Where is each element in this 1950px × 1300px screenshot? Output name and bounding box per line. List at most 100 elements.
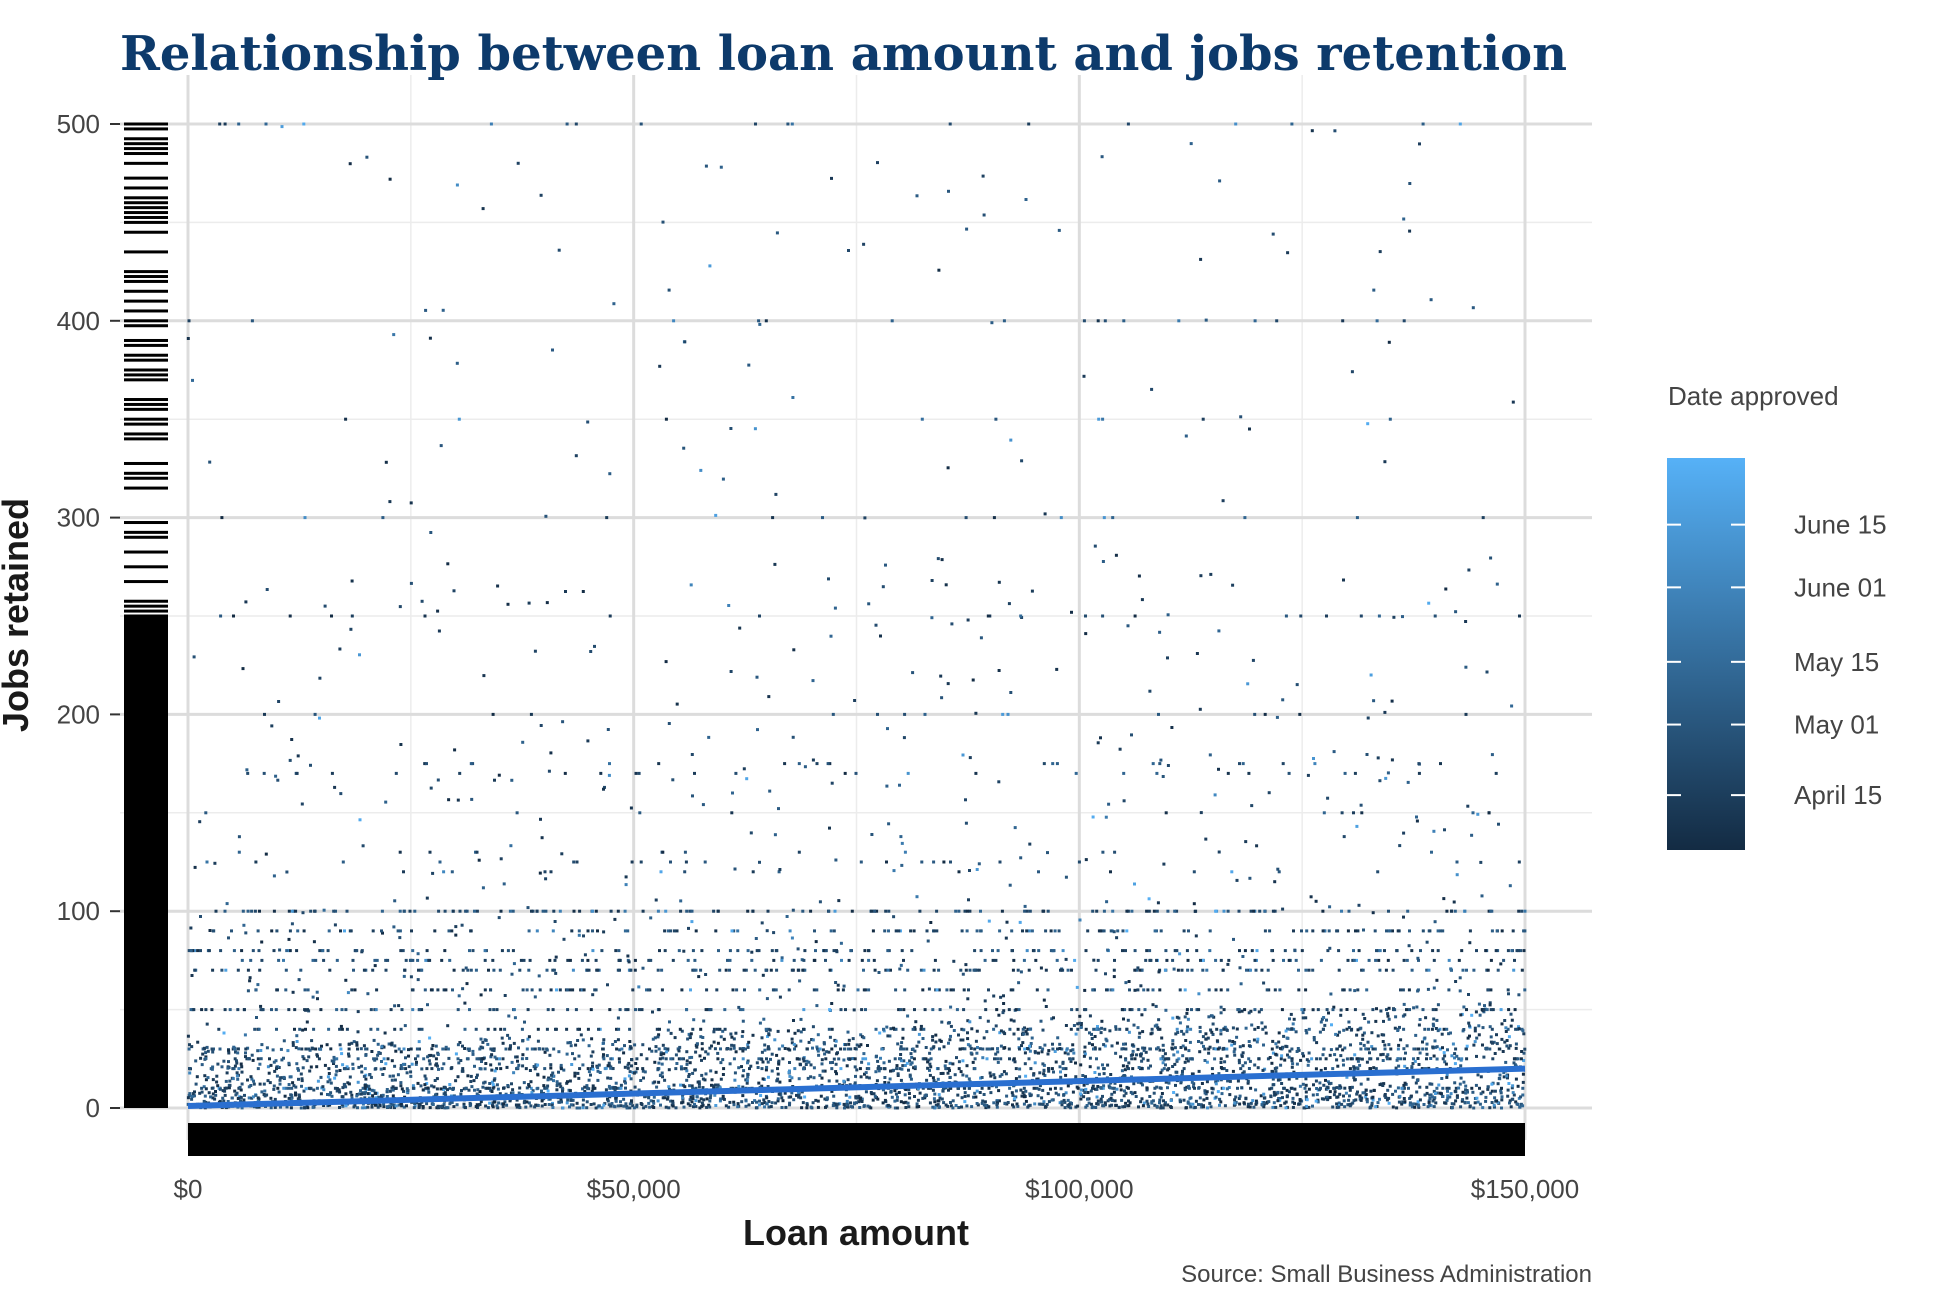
data-point — [762, 1098, 766, 1102]
data-point — [1484, 1099, 1488, 1103]
data-point — [251, 1058, 255, 1062]
data-point — [1352, 1067, 1356, 1071]
data-point — [628, 1106, 632, 1110]
data-point — [1020, 1094, 1024, 1098]
data-point — [659, 1103, 662, 1107]
data-point — [353, 988, 357, 992]
data-point — [525, 1047, 529, 1051]
data-point — [1023, 904, 1027, 908]
data-point — [407, 1054, 410, 1058]
data-point — [666, 929, 670, 933]
data-point — [1112, 968, 1116, 972]
data-point — [846, 1030, 850, 1034]
data-point — [249, 1075, 253, 1079]
data-point — [237, 835, 241, 839]
data-point — [301, 911, 305, 915]
data-point — [882, 1027, 885, 1031]
data-point — [1366, 1040, 1370, 1044]
data-point — [612, 302, 616, 306]
data-point — [424, 1077, 428, 1081]
data-point — [1021, 1027, 1025, 1031]
data-point — [1496, 1101, 1500, 1104]
data-point — [1166, 613, 1170, 617]
data-point — [558, 1082, 562, 1086]
data-point — [1002, 319, 1006, 323]
data-point — [409, 1074, 413, 1078]
data-point — [563, 771, 567, 775]
data-point — [694, 1099, 698, 1103]
data-point — [1470, 1086, 1474, 1090]
data-point — [931, 1008, 935, 1012]
data-point — [1084, 632, 1088, 636]
data-point — [1472, 1043, 1476, 1047]
data-point — [763, 1043, 767, 1047]
data-point — [1433, 1039, 1437, 1043]
data-point — [837, 899, 841, 903]
data-point — [1307, 1087, 1311, 1091]
data-point — [1145, 1088, 1149, 1092]
data-point — [693, 771, 696, 775]
data-point — [348, 162, 352, 166]
data-point — [1046, 909, 1050, 913]
data-point — [1156, 1026, 1160, 1030]
data-point — [1140, 1097, 1144, 1101]
data-point — [664, 909, 668, 913]
data-point — [1204, 1032, 1208, 1036]
data-point — [740, 1034, 744, 1038]
data-point — [1373, 929, 1377, 933]
data-point — [278, 1078, 282, 1082]
data-point — [198, 1091, 202, 1095]
data-point — [1244, 840, 1248, 844]
data-point — [418, 1103, 422, 1107]
data-point — [1500, 1098, 1504, 1102]
data-point — [1290, 1057, 1294, 1061]
data-point — [666, 1047, 670, 1051]
data-point — [316, 1079, 320, 1083]
data-point — [714, 1083, 718, 1087]
data-point — [913, 1067, 917, 1071]
data-point — [339, 929, 342, 933]
data-point — [236, 1077, 240, 1081]
data-point — [685, 1008, 688, 1012]
data-point — [998, 1031, 1002, 1035]
data-point — [606, 1064, 610, 1068]
data-point — [724, 968, 728, 972]
data-point — [797, 1095, 801, 1099]
data-point — [521, 1053, 525, 1057]
data-point — [1370, 1101, 1374, 1105]
data-point — [1353, 1008, 1357, 1012]
data-point — [313, 712, 317, 716]
data-point — [312, 1027, 316, 1031]
data-point — [629, 1046, 633, 1050]
data-point — [571, 1098, 575, 1102]
data-point — [732, 1103, 736, 1107]
data-point — [404, 1067, 408, 1071]
data-point — [1325, 1095, 1329, 1099]
data-point — [1353, 989, 1357, 993]
data-point — [1205, 968, 1209, 972]
data-point — [830, 1027, 834, 1031]
data-point — [490, 1068, 494, 1072]
data-point — [527, 929, 531, 933]
data-point — [1057, 228, 1061, 232]
data-point — [878, 1031, 882, 1035]
data-point — [1257, 1010, 1261, 1014]
data-point — [1283, 949, 1287, 953]
data-point — [863, 949, 867, 953]
data-point — [1326, 796, 1330, 800]
data-point — [1252, 1105, 1256, 1109]
data-point — [732, 1100, 736, 1104]
data-point — [656, 1035, 660, 1039]
data-point — [455, 1103, 459, 1107]
data-point — [1141, 1046, 1145, 1050]
data-point — [578, 1027, 581, 1031]
data-point — [362, 1074, 366, 1078]
data-point — [919, 968, 923, 972]
data-point — [820, 1058, 824, 1062]
data-point — [248, 976, 252, 980]
data-point — [1086, 1097, 1089, 1101]
data-point — [614, 949, 618, 953]
data-point — [1082, 1083, 1086, 1087]
data-point — [561, 720, 565, 724]
data-point — [678, 1027, 682, 1031]
